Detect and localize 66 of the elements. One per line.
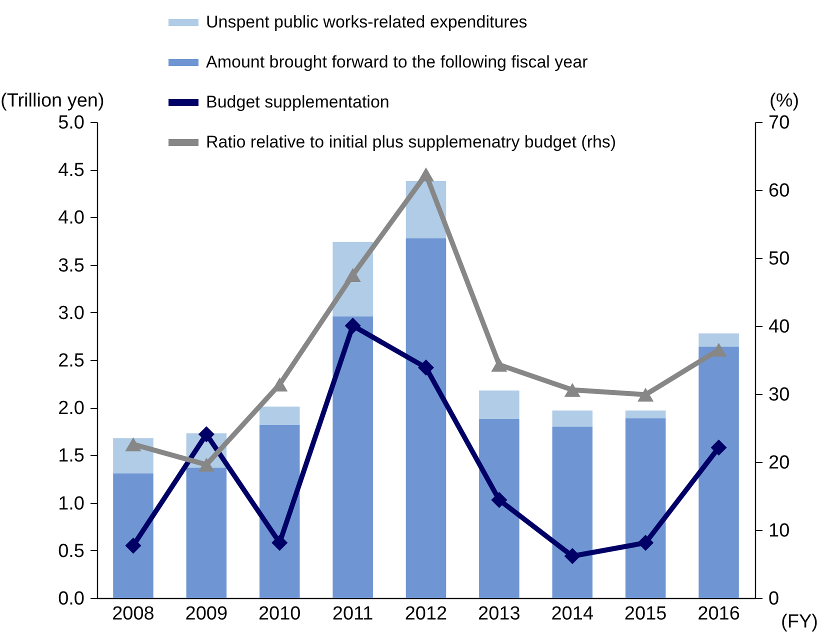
x-tick-label: 2010 (258, 604, 301, 624)
y-tick-label: 2.0 (58, 398, 84, 420)
point (125, 538, 142, 554)
y-tick-label: 4.0 (58, 208, 84, 229)
bar (479, 419, 520, 598)
y-tick-label: 0.5 (58, 540, 84, 562)
x-tick-label: 2008 (112, 604, 154, 624)
y2-tick-label: 10 (768, 520, 790, 542)
point (491, 358, 508, 372)
legend-label: Amount brought forward to the following fiscal year (206, 52, 588, 72)
bar (552, 426, 593, 598)
y-axis-title: (Trillion yen) (0, 90, 104, 112)
point (418, 360, 434, 376)
point (344, 268, 361, 282)
x-tick-label: 2015 (624, 604, 667, 624)
y-tick-label: 1.0 (58, 493, 84, 514)
bar (625, 418, 666, 598)
bar (479, 390, 520, 420)
bar (698, 346, 739, 598)
point (638, 534, 654, 551)
y-tick-label: 4.5 (58, 160, 84, 182)
point (198, 458, 214, 472)
point (344, 318, 361, 334)
y2-tick-label: 70 (768, 112, 790, 134)
legend-label: Ratio relative to initial plus supplemenatry budget (rhs) (206, 132, 616, 152)
point (418, 167, 434, 182)
x-tick-label: 2012 (404, 604, 448, 624)
y-tick-label: 5.0 (58, 112, 84, 134)
bar (259, 424, 300, 598)
x-tick-label: 2013 (478, 604, 520, 624)
point (710, 440, 727, 456)
y2-tick-label: 60 (768, 180, 790, 202)
x-axis-title: (FY) (781, 612, 818, 632)
y-tick-label: 3.5 (58, 255, 84, 276)
bar (113, 473, 154, 598)
y2-tick-label: 50 (768, 248, 790, 270)
x-tick-label: 2014 (551, 604, 594, 624)
bar (259, 406, 300, 425)
bar (332, 316, 373, 598)
point (710, 342, 727, 357)
x-tick-label: 2011 (332, 604, 374, 624)
bar (625, 410, 666, 418)
y-tick-label: 1.5 (58, 446, 84, 467)
legend-label: Budget supplementation (206, 92, 390, 112)
point (638, 388, 654, 402)
y2-tick-label: 20 (768, 452, 790, 474)
point (564, 548, 580, 564)
y2-tick-label: 40 (768, 316, 790, 338)
y2-axis-title: (%) (770, 90, 800, 112)
bar (698, 333, 739, 347)
x-tick-label: 2016 (698, 604, 740, 624)
y2-tick-label: 30 (768, 384, 790, 406)
legend-label: Unspent public works-related expenditures (206, 12, 528, 32)
bar (552, 410, 593, 427)
x-tick-label: 2009 (185, 604, 228, 624)
y-tick-label: 2.5 (58, 350, 84, 372)
y-tick-label: 3.0 (58, 302, 84, 324)
y2-tick-label: 0 (768, 588, 780, 610)
point (491, 492, 508, 508)
point (125, 437, 142, 452)
point (564, 382, 580, 397)
point (272, 534, 288, 551)
point (198, 426, 214, 442)
bar (186, 468, 227, 598)
y-tick-label: 0.0 (58, 588, 84, 610)
bar (406, 238, 446, 598)
